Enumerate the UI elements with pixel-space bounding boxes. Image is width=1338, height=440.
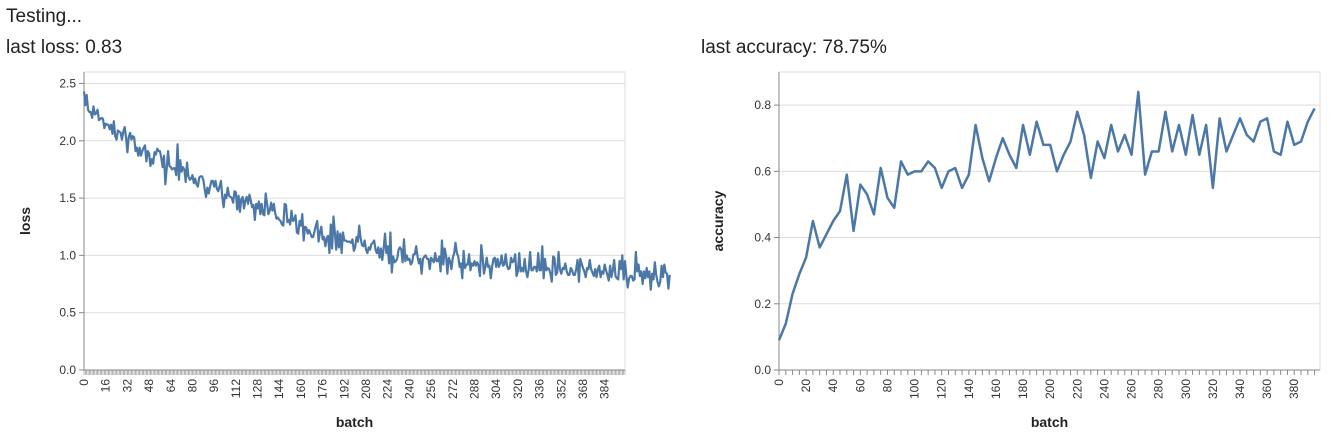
accuracy-ytick-label: 0.2 — [754, 297, 771, 311]
accuracy-xtick-label: 280 — [1152, 379, 1166, 399]
accuracy-xtick-label: 160 — [989, 379, 1003, 399]
loss-xtick-label: 80 — [185, 379, 199, 393]
loss-xtick-label: 336 — [533, 379, 547, 399]
loss-xtick-label: 0 — [77, 379, 91, 386]
loss-series-line — [82, 91, 671, 291]
accuracy-ytick-label: 0.0 — [754, 363, 771, 377]
loss-ytick-label: 1.0 — [59, 248, 76, 262]
accuracy-xtick-label: 100 — [908, 379, 922, 399]
accuracy-xtick-label: 340 — [1233, 379, 1247, 399]
loss-ytick-label: 0.0 — [59, 363, 76, 377]
loss-xtick-label: 32 — [120, 379, 134, 393]
accuracy-ytick-label: 0.6 — [754, 164, 771, 178]
loss-plot-frame — [83, 71, 626, 371]
accuracy-y-axis-title: accuracy — [710, 190, 726, 251]
loss-xtick-label: 304 — [489, 379, 503, 399]
loss-xtick-label: 16 — [99, 379, 113, 393]
accuracy-xtick-label: 0 — [772, 379, 786, 386]
accuracy-xtick-label: 60 — [853, 379, 867, 393]
accuracy-xtick-label: 220 — [1070, 379, 1084, 399]
accuracy-xtick-label: 40 — [826, 379, 840, 393]
loss-xtick-label: 192 — [337, 379, 351, 399]
loss-xtick-label: 176 — [316, 379, 330, 399]
loss-xtick-label: 208 — [359, 379, 373, 399]
loss-xtick-label: 240 — [402, 379, 416, 399]
accuracy-xtick-label: 320 — [1206, 379, 1220, 399]
accuracy-xtick-label: 380 — [1287, 379, 1301, 399]
accuracy-xtick-label: 200 — [1043, 379, 1057, 399]
loss-chart-group: 0.0 0.5 1.0 1.5 2.0 2.5 0 16 32 48 64 80 96 112 128 144… — [17, 71, 671, 430]
accuracy-xtick-label: 20 — [799, 379, 813, 393]
loss-xtick-label: 64 — [164, 379, 178, 393]
accuracy-chart-group: 0.0 0.2 0.4 0.6 0.8 0 20 40 60 80 100 120 140 160 180 2… — [710, 71, 1321, 430]
accuracy-series-line — [777, 90, 1316, 341]
loss-xtick-label: 352 — [554, 379, 568, 399]
accuracy-xtick-label: 140 — [962, 379, 976, 399]
accuracy-xtick-label: 120 — [935, 379, 949, 399]
accuracy-xtick-label: 240 — [1097, 379, 1111, 399]
loss-y-axis-title: loss — [17, 207, 33, 235]
loss-xtick-label: 112 — [229, 379, 243, 398]
accuracy-plot-frame — [778, 71, 1321, 371]
accuracy-xtick-label: 360 — [1260, 379, 1274, 399]
accuracy-ytick-label: 0.8 — [754, 98, 771, 112]
last-accuracy-label: last accuracy: 78.75% — [701, 37, 887, 58]
loss-xtick-label: 368 — [576, 379, 590, 399]
loss-xtick-label: 128 — [251, 379, 265, 399]
accuracy-ytick-label: 0.4 — [754, 231, 771, 245]
accuracy-xtick-label: 260 — [1125, 379, 1139, 399]
loss-ytick-label: 2.5 — [59, 76, 76, 90]
loss-xtick-label: 256 — [424, 379, 438, 399]
loss-xtick-label: 144 — [272, 379, 286, 399]
loss-xtick-label: 320 — [511, 379, 525, 399]
status-text: Testing... — [6, 6, 83, 27]
accuracy-xtick-label: 80 — [880, 379, 894, 393]
accuracy-x-axis-title: batch — [1031, 414, 1068, 430]
loss-ytick-label: 0.5 — [59, 306, 76, 320]
loss-xtick-label: 224 — [381, 379, 395, 399]
loss-xtick-label: 272 — [446, 379, 460, 399]
loss-xtick-label: 384 — [598, 379, 612, 399]
loss-xtick-label: 96 — [207, 379, 221, 393]
accuracy-xtick-label: 300 — [1179, 379, 1193, 399]
loss-xtick-label: 288 — [467, 379, 481, 399]
loss-ytick-label: 1.5 — [59, 191, 76, 205]
loss-x-axis-title: batch — [336, 414, 373, 430]
loss-ytick-label: 2.0 — [59, 134, 76, 148]
loss-xtick-label: 160 — [294, 379, 308, 399]
accuracy-xtick-label: 180 — [1016, 379, 1030, 399]
last-loss-label: last loss: 0.83 — [6, 37, 123, 58]
loss-xtick-label: 48 — [142, 379, 156, 393]
